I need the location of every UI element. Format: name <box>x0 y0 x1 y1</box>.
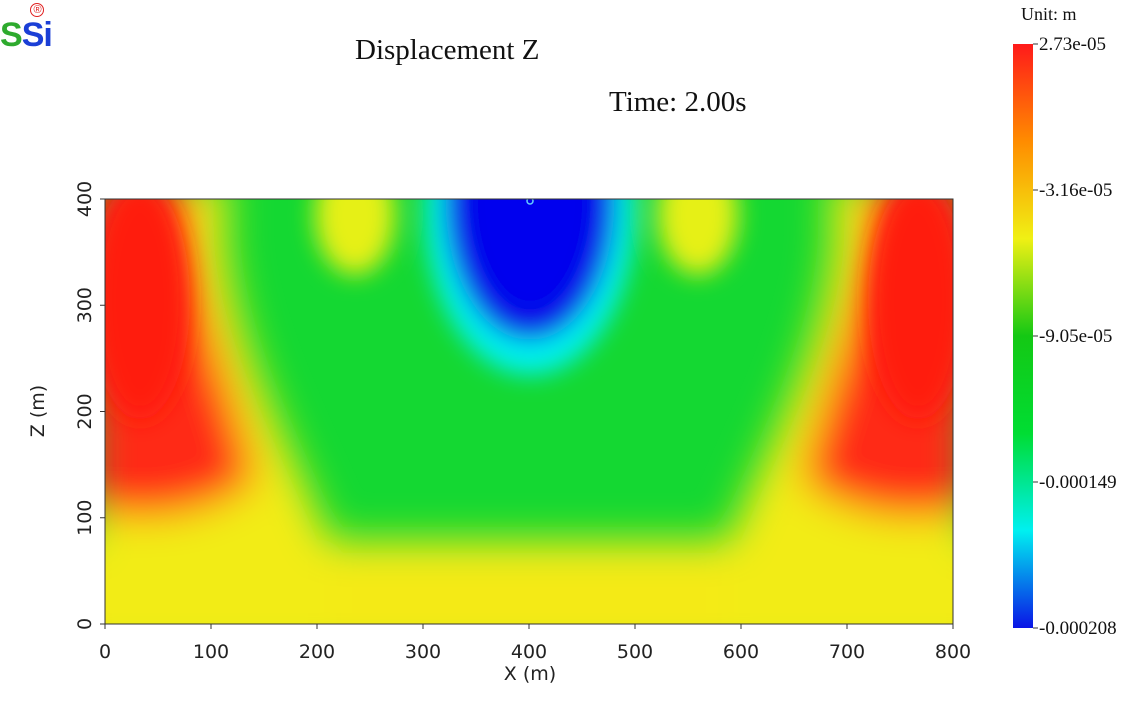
y-axis-label: Z (m) <box>27 385 49 437</box>
colorbar-unit-label: Unit: m <box>1021 4 1077 24</box>
field-right-red-core <box>868 199 953 420</box>
y-axis-ticks: 0 100 200 300 400 <box>74 181 105 630</box>
colorbar-tick-label: -9.05e-05 <box>1039 326 1112 347</box>
y-tick-label: 100 <box>74 500 96 536</box>
field-blue-core-inner <box>470 199 590 310</box>
x-tick-label: 200 <box>299 641 335 663</box>
x-tick-label: 700 <box>829 641 865 663</box>
colorbar-tick-label: -0.000149 <box>1039 472 1117 493</box>
time-label: Time: 2.00s <box>609 86 747 118</box>
colorbar-tick-label: -0.000208 <box>1039 618 1117 639</box>
brand-logo: SSi ® <box>0 3 53 54</box>
x-axis-ticks: 0 100 200 300 400 500 600 700 800 <box>99 624 971 663</box>
colorbar-tick-label: 2.73e-05 <box>1039 34 1106 55</box>
registered-mark: ® <box>30 3 44 17</box>
y-tick-label: 400 <box>74 181 96 217</box>
x-axis-label: X (m) <box>504 663 556 685</box>
x-tick-label: 800 <box>935 641 971 663</box>
field-left-red-core <box>105 199 190 420</box>
colorbar-tick-label: -3.16e-05 <box>1039 180 1112 201</box>
field-top-yellow-left <box>315 199 395 275</box>
colorbar-ticks: 2.73e-05 -3.16e-05 -9.05e-05 -0.000149 -0.00… <box>1033 34 1117 639</box>
source-marker <box>526 199 534 205</box>
logo-text-part1: S <box>0 16 23 54</box>
logo-text-part2: Si <box>21 16 53 54</box>
colorbar <box>1013 44 1033 628</box>
chart-title: Displacement Z <box>355 34 540 66</box>
y-tick-label: 0 <box>74 618 96 630</box>
y-tick-label: 300 <box>74 287 96 323</box>
x-tick-label: 600 <box>723 641 759 663</box>
heatmap-field <box>105 199 953 624</box>
x-tick-label: 300 <box>405 641 441 663</box>
x-tick-label: 500 <box>617 641 653 663</box>
field-top-yellow-right <box>658 199 738 275</box>
x-tick-label: 400 <box>511 641 547 663</box>
y-tick-label: 200 <box>74 393 96 429</box>
x-tick-label: 100 <box>193 641 229 663</box>
x-tick-label: 0 <box>99 641 111 663</box>
